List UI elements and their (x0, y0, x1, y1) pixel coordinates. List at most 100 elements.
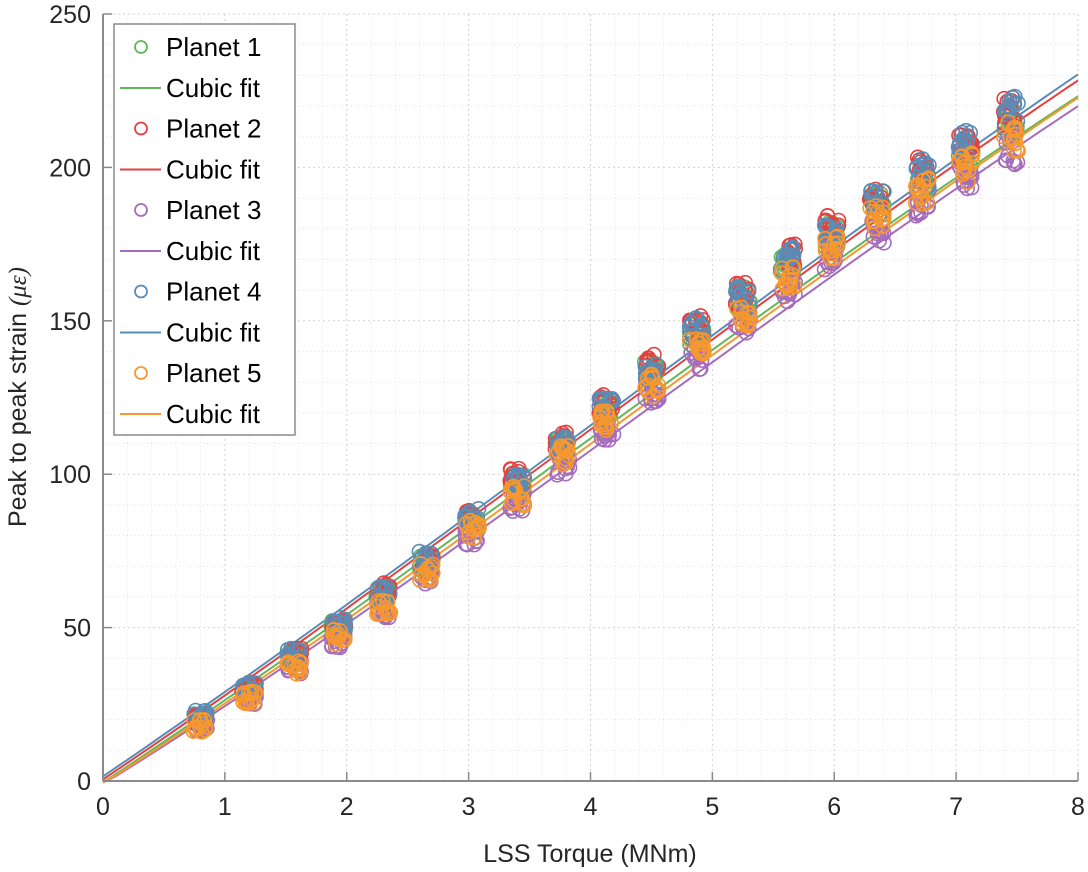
y-tick-label: 50 (63, 615, 91, 643)
data-point (963, 145, 980, 162)
data-point (552, 438, 569, 454)
legend-label-planet-4: Planet 4 (166, 277, 261, 307)
data-point (784, 259, 801, 275)
x-tick-label: 5 (705, 793, 719, 821)
data-point (862, 200, 878, 216)
data-point (818, 236, 834, 252)
grid (102, 13, 1079, 782)
legend-label-planet-5: Planet 5 (166, 358, 261, 388)
data-point (379, 594, 396, 610)
legend-marker-5 (134, 366, 148, 380)
data-point (876, 183, 892, 200)
legend-marker-2 (134, 121, 148, 136)
data-point (372, 595, 388, 612)
data-point (196, 712, 212, 728)
data-point (597, 428, 613, 444)
data-point (292, 660, 308, 677)
y-tick-label: 250 (49, 1, 91, 29)
legend-label-fit-4: Cubic fit (166, 318, 261, 348)
y-axis-label-unit: (με) (5, 267, 32, 306)
data-point (369, 606, 385, 623)
legend: Planet 1 Cubic fit Planet 2 Cubic fit Planet… (113, 23, 296, 436)
data-point (783, 249, 800, 266)
legend-label-planet-2: Planet 2 (166, 114, 261, 144)
y-axis-label-main: Peak to peak strain (4, 306, 32, 527)
data-point (370, 593, 387, 610)
data-point (471, 520, 487, 536)
data-point (960, 174, 976, 190)
legend-label-fit-3: Cubic fit (166, 236, 261, 266)
data-point (964, 147, 981, 163)
data-point (369, 598, 385, 615)
data-point (781, 268, 797, 285)
data-point (1006, 143, 1022, 159)
data-point (244, 692, 261, 708)
data-point (959, 134, 975, 151)
data-point (828, 220, 845, 237)
data-point (1010, 95, 1026, 112)
data-point (185, 723, 202, 739)
data-point (1005, 90, 1021, 106)
data-point (466, 536, 483, 553)
legend-marker-4 (134, 284, 148, 299)
data-point (594, 403, 611, 420)
data-point (729, 281, 746, 297)
data-point (422, 571, 438, 587)
x-axis-label: LSS Torque (MNm) (483, 840, 697, 868)
data-point (962, 124, 979, 141)
data-point (915, 195, 931, 212)
data-point (865, 228, 882, 245)
data-point (197, 721, 213, 738)
legend-label-fit-2: Cubic fit (166, 155, 261, 185)
x-tick-label: 2 (340, 793, 354, 821)
data-point (910, 206, 927, 222)
data-point (336, 631, 352, 648)
data-point (328, 630, 345, 646)
data-point (504, 495, 520, 512)
data-point (865, 203, 881, 220)
data-point (867, 185, 883, 202)
data-point (693, 317, 710, 334)
data-point (512, 491, 529, 507)
data-point (959, 180, 975, 197)
data-point (461, 529, 477, 545)
data-point (695, 346, 711, 362)
data-point (733, 304, 749, 320)
data-point (999, 103, 1015, 119)
series-points-5 (185, 114, 1026, 740)
data-point (819, 208, 836, 224)
data-point (417, 567, 433, 583)
legend-marker-3 (134, 203, 148, 217)
data-point (912, 190, 928, 207)
data-point (912, 157, 929, 173)
data-point (996, 129, 1012, 145)
data-point (952, 133, 968, 150)
data-point (328, 636, 344, 652)
data-point (785, 247, 802, 264)
tick-labels: 0 1 2 3 4 5 6 7 8 0 50 100 150 200 250 (49, 1, 1085, 821)
data-point (733, 299, 750, 316)
data-point (460, 524, 477, 541)
data-point (371, 605, 388, 621)
y-tick-label: 200 (49, 154, 91, 182)
data-point (598, 422, 614, 439)
data-point (956, 158, 973, 175)
data-point (247, 684, 264, 701)
data-point (821, 258, 838, 275)
x-tick-label: 0 (96, 793, 110, 821)
data-point (863, 183, 879, 199)
data-point (337, 614, 353, 631)
data-point (640, 383, 656, 400)
x-tick-label: 8 (1071, 793, 1085, 821)
data-point (818, 219, 834, 236)
data-point (740, 283, 757, 299)
legend-box (113, 23, 296, 436)
legend-label-planet-3: Planet 3 (166, 195, 261, 225)
legend-label-fit-1: Cubic fit (166, 73, 261, 103)
data-point (908, 160, 925, 177)
x-tick-label: 7 (949, 793, 963, 821)
data-point (412, 572, 428, 588)
data-point (643, 367, 660, 383)
x-tick-label: 4 (584, 793, 598, 821)
data-point (954, 124, 971, 141)
